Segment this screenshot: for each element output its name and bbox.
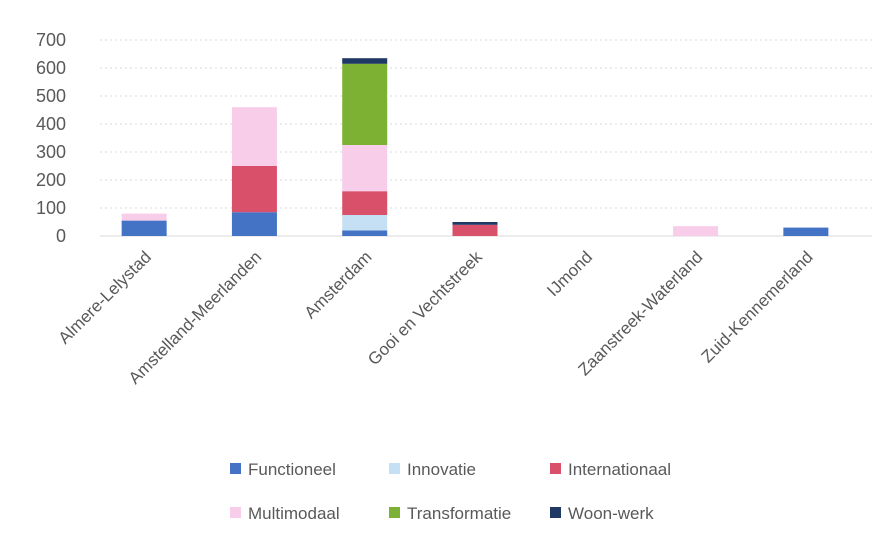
legend-item-functioneel[interactable]: Functioneel [230, 460, 336, 479]
y-tick-label: 200 [36, 170, 66, 190]
bar-segment-multimodaal-amsterdam [342, 145, 388, 192]
x-category-label: Almere-Lelystad [55, 247, 155, 347]
legend: Functioneel Innovatie Internationaal Multim… [230, 460, 671, 523]
legend-item-multimodaal[interactable]: Multimodaal [230, 504, 340, 523]
legend-item-internationaal[interactable]: Internationaal [550, 460, 671, 479]
bar-segment-transformatie-amsterdam [342, 63, 388, 145]
bar-segment-woon-werk-gooi-en-vechtstreek [452, 222, 498, 225]
bar-segment-innovatie-amsterdam [342, 215, 388, 231]
legend-label: Internationaal [568, 460, 671, 479]
legend-item-woon-werk[interactable]: Woon-werk [550, 504, 654, 523]
bar-segment-functioneel-zuid-kennemerland [783, 227, 829, 236]
legend-swatch [230, 507, 241, 518]
legend-label: Transformatie [407, 504, 511, 523]
y-axis-tick-labels: 0 100 200 300 400 500 600 700 [36, 30, 66, 246]
bar-segment-functioneel-almere-lelystad [121, 220, 167, 236]
y-tick-label: 600 [36, 58, 66, 78]
y-tick-label: 700 [36, 30, 66, 50]
x-category-label: Zaanstreek-Waterland [574, 247, 706, 379]
bar-segment-multimodaal-almere-lelystad [121, 213, 167, 221]
legend-swatch [550, 507, 561, 518]
legend-label: Functioneel [248, 460, 336, 479]
bar-segment-multimodaal-amstelland-meerlanden [231, 107, 277, 166]
legend-label: Multimodaal [248, 504, 340, 523]
y-tick-label: 300 [36, 142, 66, 162]
x-category-label: IJmond [543, 247, 596, 300]
bar-segment-functioneel-amstelland-meerlanden [231, 212, 277, 236]
y-tick-label: 400 [36, 114, 66, 134]
legend-swatch [389, 463, 400, 474]
legend-label: Woon-werk [568, 504, 654, 523]
bar-segment-woon-werk-amsterdam [342, 58, 388, 64]
bars [121, 58, 829, 236]
legend-swatch [389, 507, 400, 518]
y-tick-label: 100 [36, 198, 66, 218]
gridlines [100, 39, 872, 237]
x-category-label: Gooi en Vechtstreek [364, 247, 486, 369]
legend-swatch [550, 463, 561, 474]
bar-segment-internationaal-gooi-en-vechtstreek [452, 224, 498, 236]
bar-segment-functioneel-amsterdam [342, 230, 388, 236]
y-tick-label: 500 [36, 86, 66, 106]
bar-segment-internationaal-amstelland-meerlanden [231, 166, 277, 213]
y-tick-label: 0 [56, 226, 66, 246]
bar-segment-multimodaal-zaanstreek-waterland [673, 226, 719, 236]
legend-label: Innovatie [407, 460, 476, 479]
x-category-label: Amsterdam [301, 247, 376, 322]
legend-item-innovatie[interactable]: Innovatie [389, 460, 476, 479]
x-category-label: Zuid-Kennemerland [698, 247, 817, 366]
bar-segment-internationaal-amsterdam [342, 191, 388, 215]
legend-swatch [230, 463, 241, 474]
legend-item-transformatie[interactable]: Transformatie [389, 504, 511, 523]
